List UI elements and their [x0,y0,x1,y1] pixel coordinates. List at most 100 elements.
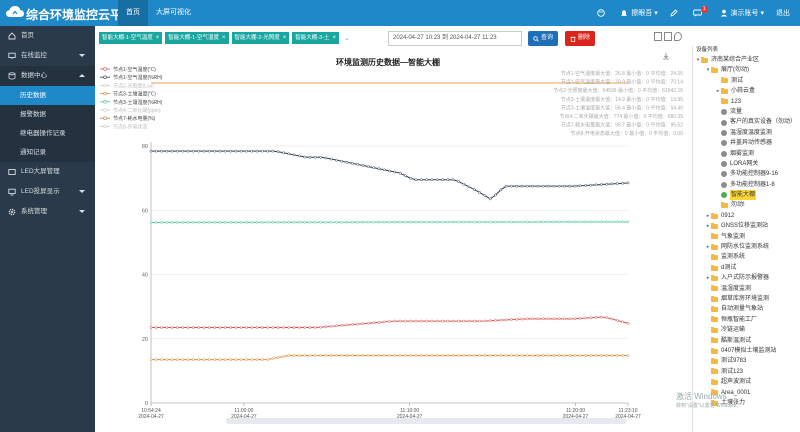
device-node[interactable]: 井盖异动传感器 [693,138,800,148]
sidebar-item-led-cast[interactable]: LED投屏显示 [0,182,95,202]
sidebar-item-relay-log[interactable]: 继电器操作记录 [0,124,95,143]
series-stats: 节点2-光照度最大值：64536 最小值：0 平均值：61542.16 [553,87,683,94]
sidebar-item-notices[interactable]: 通知记录 [0,143,95,162]
search-button[interactable]: 查询 [528,31,559,46]
data-point [525,354,529,357]
device-node[interactable]: 烟雾监测 [693,149,800,159]
group-node[interactable]: Area_0001 [693,388,800,398]
delete-button[interactable]: 删除 [565,31,596,46]
group-node[interactable]: 测试9783 [693,356,800,366]
group-node[interactable]: 烟草库房环境监测 [693,294,800,304]
message-button[interactable]: 1 [692,5,708,17]
chevron-down-icon[interactable]: ▾ [696,57,700,63]
alarm-button[interactable]: 擦眼吾 ▾ [620,8,658,18]
device-node[interactable]: 多功能控制器1-8 [693,180,800,190]
data-point [335,158,338,162]
close-icon[interactable]: × [221,35,226,41]
group-node[interactable]: 酷斯温测试 [693,336,800,346]
device-node[interactable]: 客户的真实设备（勿动） [693,117,800,127]
tree-node-label: 温湿度温度监测 [730,129,773,136]
sidebar-item-label: 历史数据 [20,92,46,99]
data-point [229,149,232,153]
series-tag[interactable]: 智能大棚-1-空气温度 × [99,32,163,44]
group-node[interactable]: d测试 [693,263,800,273]
series-tag[interactable]: 智能大棚-2-光照度 × [231,32,290,44]
chart-horizontal-scrollbar[interactable] [226,418,626,424]
series-tag-selector[interactable]: 智能大棚-1-空气温度 × 智能大棚-1-空气湿度 × 智能大棚-2-光照度 × 智能… [99,32,352,44]
close-icon[interactable]: × [332,35,336,41]
data-point [255,220,259,224]
account-menu[interactable]: 演示账号 ▾ [720,8,764,18]
data-point [626,220,630,224]
group-node[interactable]: 冷链运输 [693,325,800,335]
group-node[interactable]: ▸ 入户式防示报警器 [693,273,800,283]
data-point [303,155,307,159]
download-icon[interactable] [662,52,670,60]
device-node[interactable]: 流量 [693,107,800,117]
series-tag[interactable]: 智能大棚-3-土 × [292,32,339,44]
group-node[interactable]: ▸ GNSS位移监测站 [693,221,800,231]
chevron-right-icon[interactable]: ▸ [716,88,720,95]
sidebar-item-alarms[interactable]: 报警数据 [0,105,95,124]
chevron-right-icon[interactable]: ▸ [706,223,710,230]
chevron-right-icon[interactable]: ▸ [706,244,710,251]
chart-canvas: 80604020010:54:242024-04-2711:00:002024-… [100,66,683,420]
series-tag[interactable]: 智能大棚-1-空气湿度 × [165,32,229,44]
data-point [531,354,534,357]
data-point [250,326,254,329]
device-tree: ▾ 济南某综合产业区 ▾ 展厅(勿动) 测试 ▸ 小蒜云盒 123 流量 客户的真实设备（勿动） 温… [693,55,800,408]
device-node[interactable]: 多功能控制器9-16 [693,169,800,179]
nav-dashboard[interactable]: 大屏可视化 [156,9,191,16]
nav-home[interactable]: 首页 [118,0,148,26]
chevron-right-icon[interactable]: ▸ [706,212,710,219]
data-point [600,220,603,224]
group-node[interactable]: ▸ 网防水位监测系统 [693,242,800,252]
group-node[interactable]: 土壤张力 [693,398,800,408]
sidebar-item-history[interactable]: 历史数据 [0,86,95,105]
group-node[interactable]: 勿动! [693,200,800,210]
device-node[interactable]: 智能大棚 [693,190,800,201]
data-point [361,164,365,167]
group-node[interactable]: ▸ 小蒜云盒 [693,86,800,96]
close-icon[interactable]: × [282,35,287,41]
location-icon[interactable] [674,32,682,41]
legend-marker [103,108,107,112]
group-node[interactable]: ▾ 展厅(勿动) [693,65,800,75]
group-node[interactable]: 0407模拟土壤监测站 [693,346,800,356]
edit-button[interactable] [670,9,681,17]
tree-node-label: 多功能控制器9-16 [730,171,779,178]
data-point [610,317,614,321]
close-icon[interactable]: × [155,35,160,41]
data-point [266,220,269,224]
group-node[interactable]: 监测系统 [693,252,800,262]
group-node[interactable]: 测试123 [693,367,800,377]
device-node[interactable]: LORA网关 [693,159,800,169]
group-node[interactable]: 123 [693,97,800,107]
group-node[interactable]: ▸ 0912 [693,211,800,221]
table-view-icon[interactable] [654,32,662,41]
date-range-input[interactable]: 2024-04-27 10:23 到 2024-04-27 11:23 [388,31,522,46]
chevron-down-icon[interactable]: ⌄ [344,35,350,42]
sidebar-item-monitor[interactable]: 在线监控 [0,46,95,66]
group-node[interactable]: 自动测量气象站 [693,304,800,314]
data-point [197,149,201,153]
sidebar-item-led-manage[interactable]: LED大屏管理 [0,162,95,182]
sidebar-item-system[interactable]: 系统管理 [0,202,95,222]
group-node[interactable]: 温湿度监测 [693,284,800,294]
chevron-down-icon[interactable]: ▾ [706,67,710,74]
data-point [282,220,285,224]
group-node[interactable]: 恒瓶智能工厂 [693,315,800,325]
device-node[interactable]: 温湿度温度监测 [693,128,800,138]
theme-button[interactable] [597,9,608,17]
chevron-right-icon[interactable]: ▸ [706,275,710,282]
sidebar-item-data-center[interactable]: 数据中心 [0,66,95,86]
group-node[interactable]: ▾ 济南某综合产业区 [693,55,800,65]
chart-view-icon[interactable] [664,32,672,41]
sidebar-item-home[interactable]: 首页 [0,26,95,46]
group-node[interactable]: 测试 [693,76,800,86]
group-node[interactable]: 气象监测 [693,232,800,242]
message-badge: 1 [700,5,708,13]
logout-button[interactable]: 退出 [776,10,790,17]
group-node[interactable]: 超声波测试 [693,377,800,387]
data-point [213,149,216,153]
